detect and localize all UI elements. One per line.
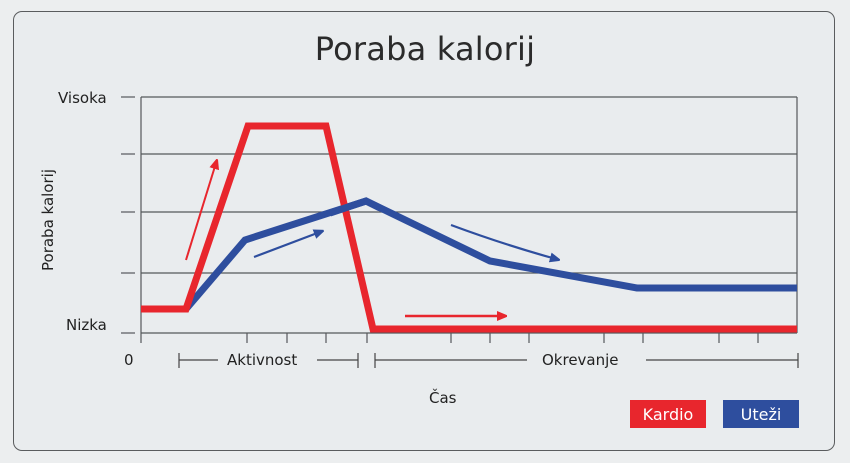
chart-title: Poraba kalorij [314, 30, 536, 68]
legend-label-utezi: Uteži [740, 404, 782, 424]
legend-label-kardio: Kardio [642, 404, 694, 424]
phase-label-activity: Aktivnost [227, 351, 298, 369]
legend-item-kardio: Kardio [630, 400, 706, 428]
series-kardio-line [141, 122, 797, 333]
y-ticks [121, 96, 135, 334]
gridlines [140, 96, 798, 343]
series-utezi-line [141, 197, 797, 313]
blue-up-arrow [253, 232, 320, 259]
x-label-zero: 0 [124, 351, 134, 369]
x-axis-title: Čas [429, 389, 457, 407]
y-label-low: Nizka [66, 316, 107, 334]
y-label-high: Visoka [58, 89, 107, 107]
x-ticks [246, 333, 759, 343]
blue-down-arrow [450, 223, 556, 259]
legend-item-utezi: Uteži [723, 400, 799, 428]
red-up-arrow [185, 163, 216, 261]
phase-label-recovery: Okrevanje [542, 351, 619, 369]
phase-brackets [178, 353, 799, 368]
y-axis-title: Poraba kalorij [39, 169, 57, 271]
